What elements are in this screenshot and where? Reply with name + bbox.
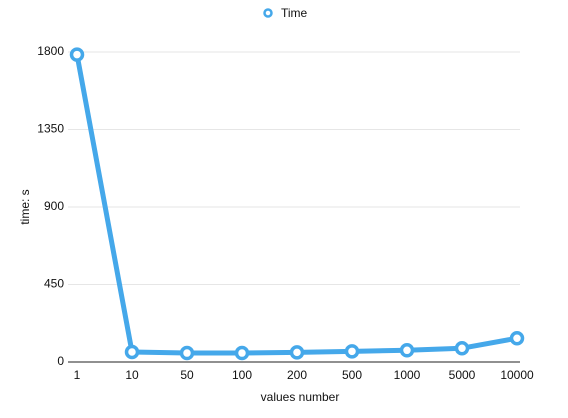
- x-tick-label: 50: [180, 368, 194, 382]
- x-tick-label: 100: [232, 368, 252, 382]
- x-tick-label: 10: [125, 368, 139, 382]
- line: [74, 54, 518, 356]
- point: [289, 345, 305, 360]
- y-tick-label: 1350: [37, 122, 64, 136]
- legend-marker: [263, 8, 273, 18]
- point: [179, 345, 195, 361]
- y-tick-label: 0: [57, 354, 64, 368]
- point: [69, 47, 85, 62]
- legend-label: Time: [281, 6, 308, 20]
- x-tick-label: 1: [74, 368, 81, 382]
- y-tick-label: 1800: [37, 44, 64, 58]
- x-axis-title: values number: [261, 390, 340, 404]
- point: [124, 344, 140, 360]
- y-axis-title: time: s: [18, 189, 32, 224]
- point: [509, 330, 525, 346]
- x-tick-label: 1000: [394, 368, 421, 382]
- x-tick-label: 5000: [449, 368, 476, 382]
- x-tick-label: 500: [342, 368, 362, 382]
- y-tick-label: 900: [44, 199, 64, 213]
- point: [344, 344, 360, 359]
- point: [234, 345, 250, 361]
- point: [399, 343, 415, 358]
- x-tick-label: 10000: [500, 368, 534, 382]
- point: [454, 340, 470, 356]
- y-tick-label: 450: [44, 277, 64, 291]
- x-tick-label: 200: [287, 368, 307, 382]
